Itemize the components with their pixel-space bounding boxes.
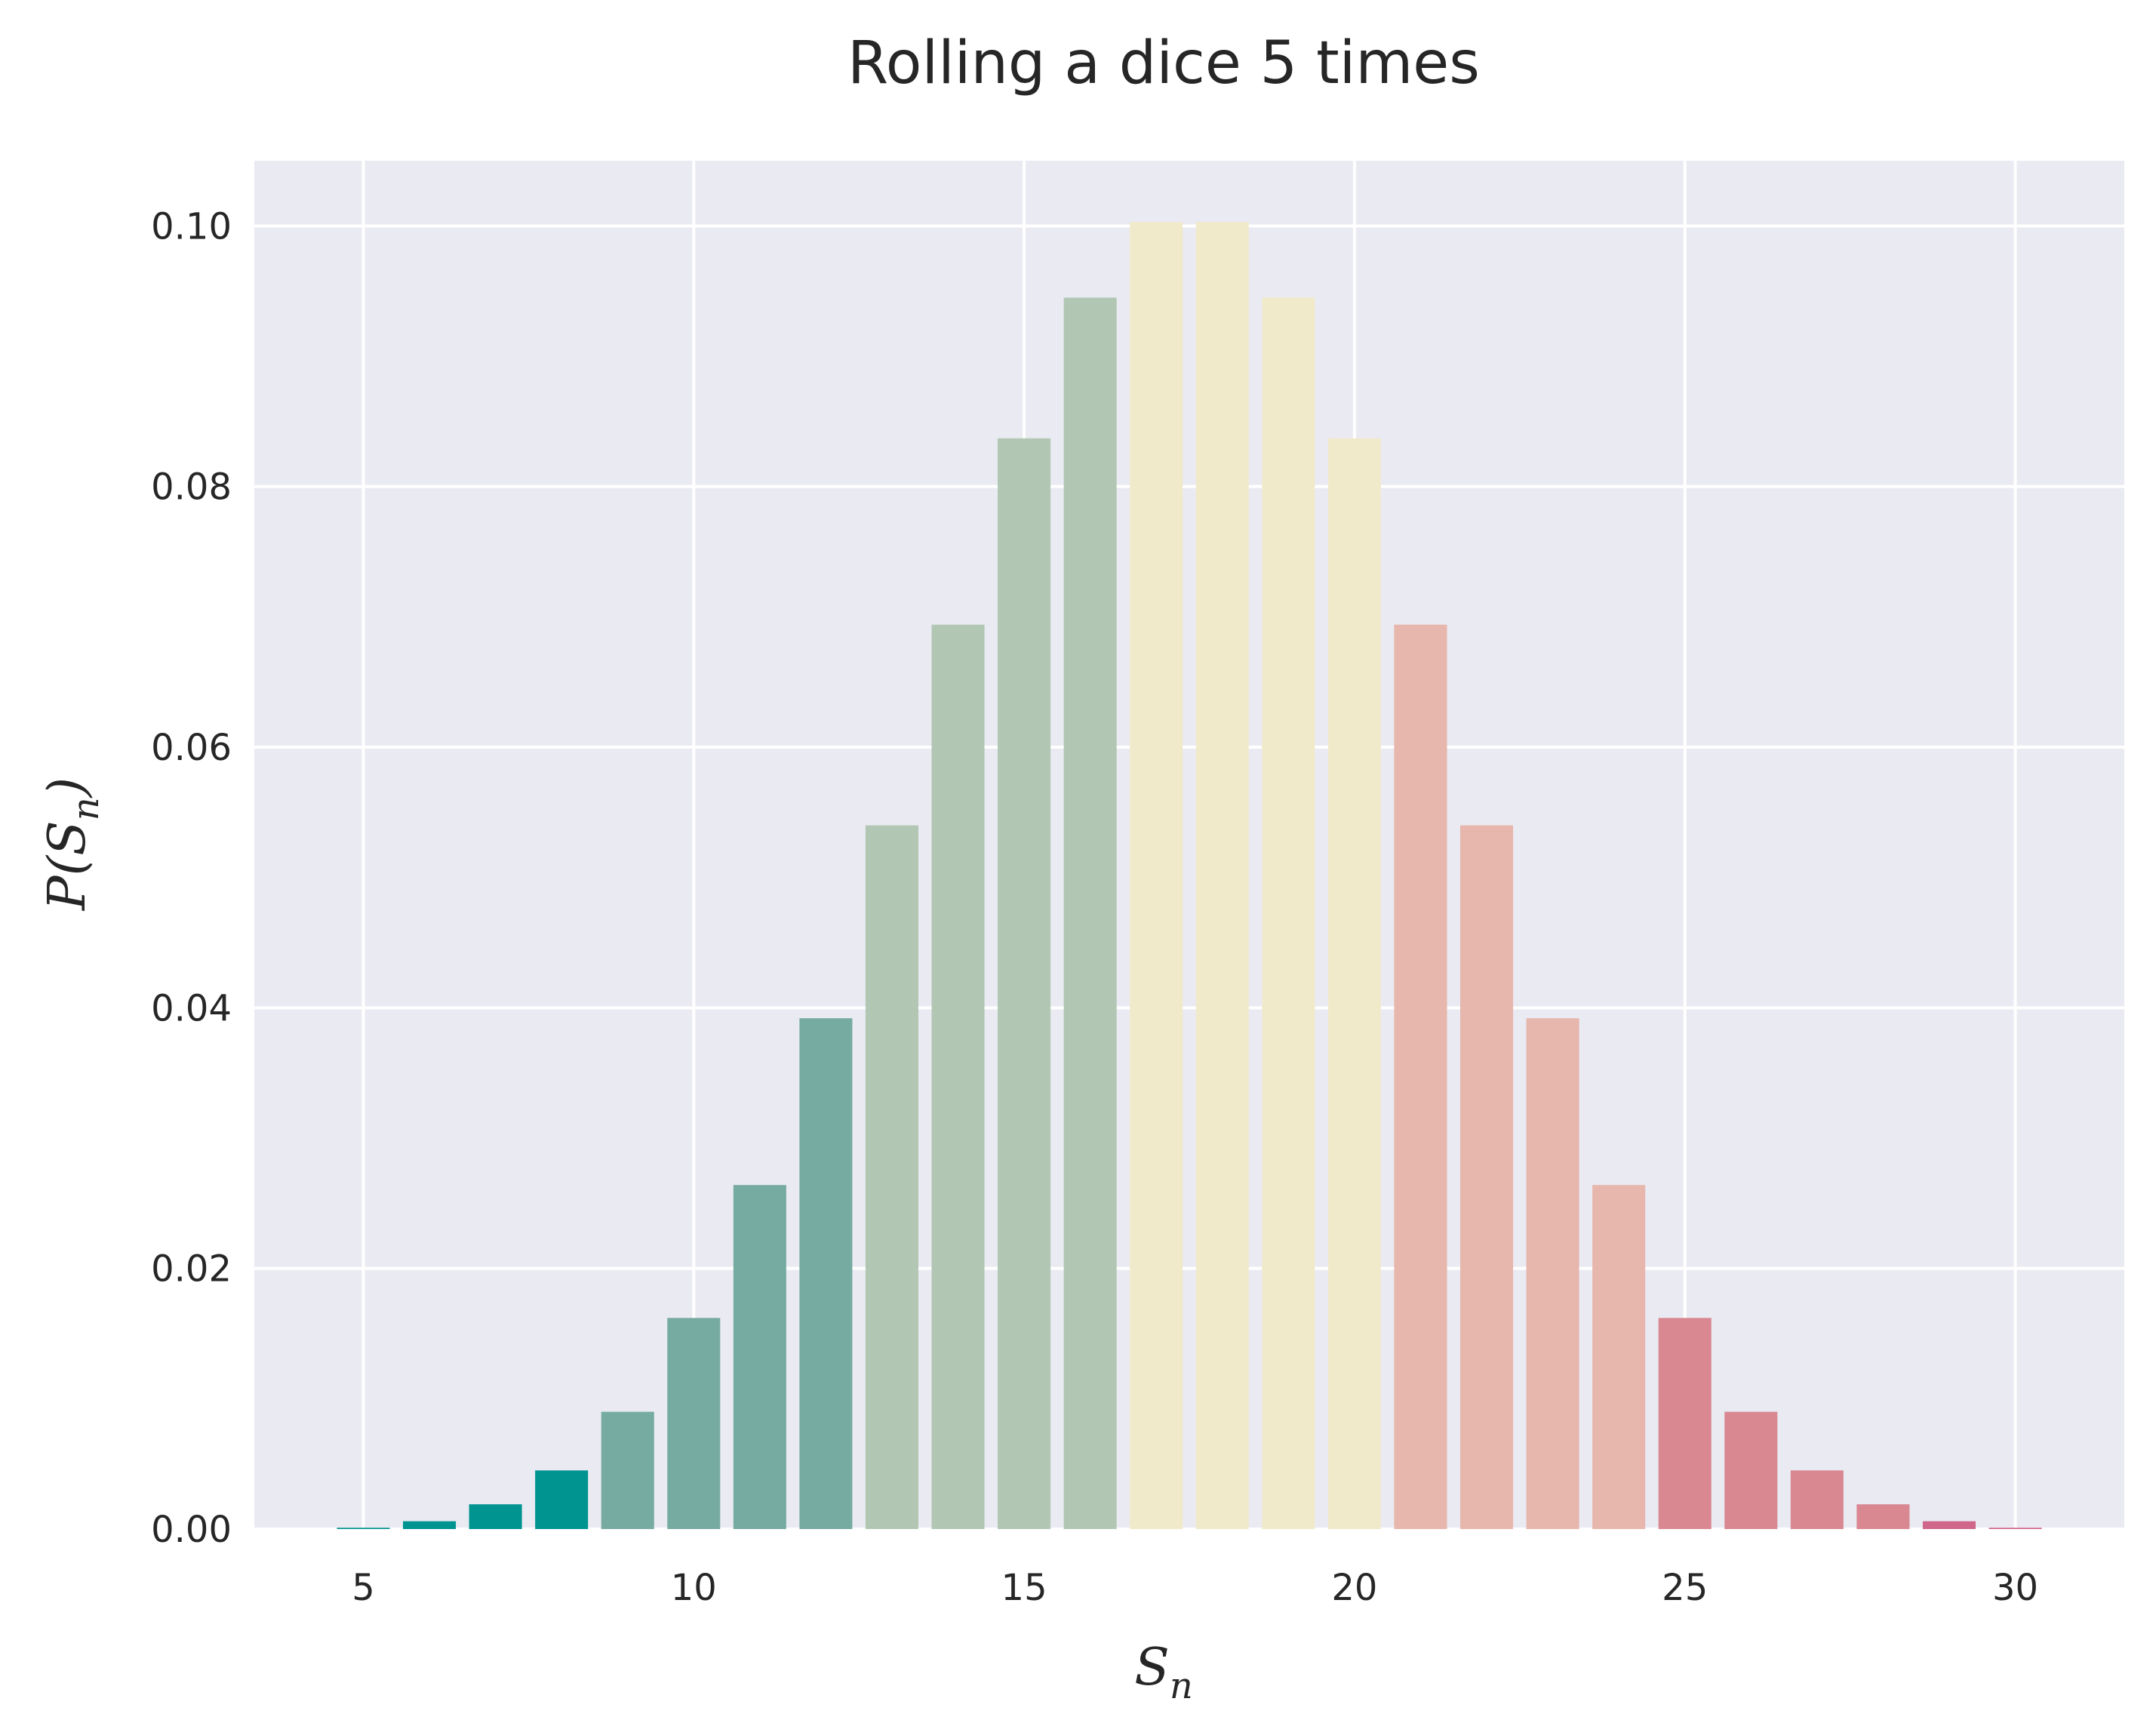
bar-19 [1262,297,1315,1529]
bar-9 [601,1411,654,1529]
y-axis-label: P(Sn) [38,777,107,912]
bar-27 [1790,1470,1844,1529]
x-axis-label-subscript: n [1170,1665,1193,1707]
y-axis-label-subscript: n [65,797,107,820]
bar-30 [1988,1528,2042,1529]
x-axis-label-main: S [1134,1638,1170,1697]
bar-17 [1130,222,1183,1529]
bar-12 [799,1018,853,1529]
bar-25 [1658,1318,1712,1529]
bar-18 [1195,222,1249,1529]
bar-23 [1526,1018,1579,1529]
y-axis-label-prefix: P( [38,854,97,912]
bar-5 [337,1528,390,1529]
x-tick-label-5: 30 [1992,1567,2038,1609]
y-tick-label-2: 0.04 [151,987,232,1029]
y-axis-label-suffix: ) [38,777,97,799]
y-axis-label-main: S [38,820,97,856]
bar-22 [1460,825,1514,1529]
x-tick-label-3: 20 [1331,1567,1377,1609]
x-tick-label-0: 5 [352,1567,375,1609]
x-tick-label-4: 25 [1662,1567,1708,1609]
bar-13 [865,825,918,1529]
plot-background [254,161,2124,1529]
y-tick-label-4: 0.08 [151,466,232,509]
bar-20 [1327,438,1381,1529]
bar-26 [1724,1411,1778,1529]
bar-8 [535,1470,589,1529]
bar-11 [733,1185,786,1529]
y-tick-labels: 0.00 0.02 0.04 0.06 0.08 0.10 [151,205,232,1551]
y-tick-label-0: 0.00 [151,1509,232,1551]
x-tick-labels: 5 10 15 20 25 30 [352,1567,2038,1609]
y-tick-label-5: 0.10 [151,205,232,248]
bar-15 [998,438,1051,1529]
chart-title: Rolling a dice 5 times [847,29,1480,97]
y-tick-label-1: 0.02 [151,1248,232,1291]
bar-24 [1592,1185,1646,1529]
x-tick-label-1: 10 [671,1567,717,1609]
y-tick-label-3: 0.06 [151,727,232,769]
bar-28 [1856,1504,1910,1529]
bar-10 [667,1318,721,1529]
x-axis-label: Sn [1134,1638,1193,1707]
bar-16 [1063,297,1117,1529]
bar-21 [1394,624,1447,1529]
x-tick-label-2: 15 [1001,1567,1047,1609]
bar-29 [1922,1521,1976,1529]
bar-14 [931,624,985,1529]
bar-7 [469,1504,522,1529]
bar-6 [403,1521,457,1529]
bars [337,222,2042,1529]
